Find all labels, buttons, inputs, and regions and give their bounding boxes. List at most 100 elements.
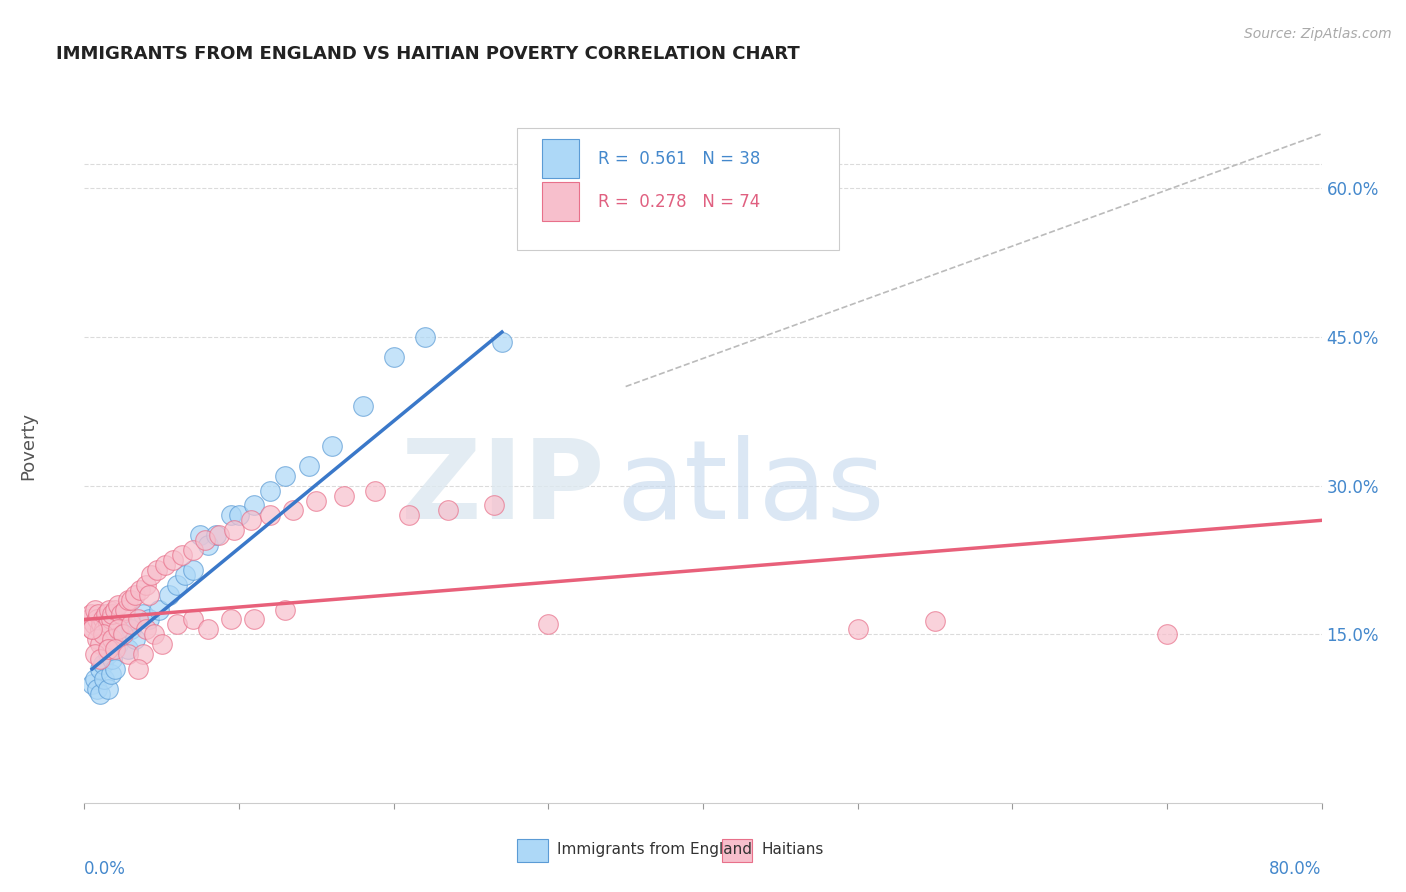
- Point: [104, 602, 127, 616]
- Point: [93, 672, 115, 686]
- Point: [221, 508, 243, 523]
- Point: [537, 617, 560, 632]
- Point: [120, 617, 142, 632]
- Point: [97, 617, 120, 632]
- Point: [491, 334, 513, 349]
- Point: [924, 615, 946, 629]
- Point: [97, 642, 120, 657]
- Bar: [543, 139, 579, 178]
- Point: [143, 627, 166, 641]
- Point: [138, 588, 160, 602]
- Point: [243, 499, 266, 513]
- Point: [162, 553, 184, 567]
- Point: [188, 528, 212, 542]
- Point: [170, 548, 193, 562]
- Point: [321, 439, 343, 453]
- Point: [89, 652, 111, 666]
- Point: [97, 642, 120, 657]
- Text: 0.0%: 0.0%: [84, 860, 127, 878]
- Point: [208, 528, 231, 542]
- Point: [120, 623, 142, 637]
- Point: [86, 681, 108, 696]
- Point: [259, 483, 281, 498]
- Point: [159, 588, 181, 602]
- Text: 80.0%: 80.0%: [1270, 860, 1322, 878]
- Text: atlas: atlas: [616, 435, 884, 542]
- Point: [181, 612, 204, 626]
- Point: [112, 627, 135, 641]
- Point: [135, 623, 157, 637]
- Point: [224, 523, 246, 537]
- Point: [274, 468, 297, 483]
- Point: [77, 612, 100, 626]
- Point: [89, 687, 111, 701]
- Point: [117, 647, 139, 661]
- Point: [104, 662, 127, 676]
- Point: [110, 607, 132, 622]
- Point: [240, 513, 263, 527]
- Point: [298, 458, 321, 473]
- Point: [79, 607, 101, 622]
- Point: [101, 607, 124, 622]
- Bar: [543, 182, 579, 221]
- Point: [101, 632, 124, 647]
- FancyBboxPatch shape: [517, 128, 839, 250]
- Point: [129, 582, 152, 597]
- Text: Immigrants from England: Immigrants from England: [557, 842, 752, 856]
- Point: [148, 602, 170, 616]
- Point: [1156, 627, 1178, 641]
- Point: [84, 647, 107, 661]
- Point: [94, 607, 117, 622]
- Bar: [517, 839, 548, 862]
- Point: [132, 607, 155, 622]
- Point: [181, 543, 204, 558]
- Point: [846, 623, 869, 637]
- Point: [333, 489, 356, 503]
- Point: [437, 503, 460, 517]
- Point: [166, 617, 188, 632]
- Point: [146, 563, 169, 577]
- Point: [135, 578, 157, 592]
- Point: [128, 612, 150, 626]
- Bar: [721, 839, 752, 862]
- Point: [100, 667, 122, 681]
- Text: IMMIGRANTS FROM ENGLAND VS HAITIAN POVERTY CORRELATION CHART: IMMIGRANTS FROM ENGLAND VS HAITIAN POVER…: [56, 45, 800, 62]
- Point: [150, 637, 173, 651]
- Point: [84, 602, 107, 616]
- Point: [89, 662, 111, 676]
- Point: [364, 483, 387, 498]
- Point: [86, 632, 108, 647]
- Point: [352, 400, 374, 414]
- Point: [398, 508, 420, 523]
- Point: [181, 563, 204, 577]
- Point: [89, 637, 111, 651]
- Point: [97, 681, 120, 696]
- Point: [124, 588, 146, 602]
- Point: [228, 508, 250, 523]
- Point: [205, 528, 228, 542]
- Point: [82, 677, 104, 691]
- Point: [139, 567, 162, 582]
- Point: [305, 493, 328, 508]
- Point: [484, 499, 506, 513]
- Point: [82, 623, 104, 637]
- Point: [93, 623, 115, 637]
- Point: [82, 623, 104, 637]
- Point: [98, 602, 121, 616]
- Point: [97, 647, 120, 661]
- Point: [221, 612, 243, 626]
- Point: [283, 503, 305, 517]
- Point: [107, 623, 129, 637]
- Point: [107, 598, 129, 612]
- Point: [120, 592, 142, 607]
- Point: [100, 612, 122, 626]
- Point: [86, 612, 108, 626]
- Text: ZIP: ZIP: [401, 435, 605, 542]
- Text: Poverty: Poverty: [20, 412, 38, 480]
- Point: [197, 538, 219, 552]
- Point: [89, 623, 111, 637]
- Point: [382, 350, 405, 364]
- Point: [132, 647, 155, 661]
- Point: [117, 642, 139, 657]
- Point: [153, 558, 176, 572]
